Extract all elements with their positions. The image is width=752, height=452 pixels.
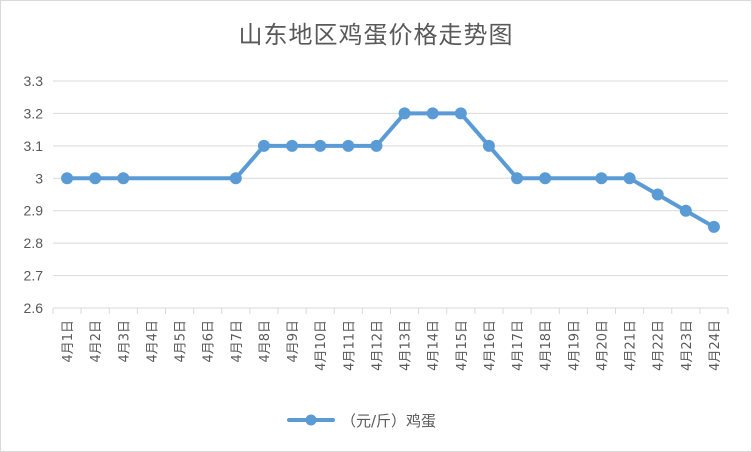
- y-tick-label: 3.2: [24, 105, 44, 121]
- x-tick-label: 4月2日: [89, 320, 104, 363]
- data-point: [286, 139, 299, 152]
- x-tick-label: 4月3日: [117, 320, 132, 363]
- data-point: [454, 107, 467, 120]
- x-tick-label: 4月21日: [624, 320, 639, 371]
- x-tick-label: 4月13日: [399, 320, 414, 371]
- x-tick-label: 4月10日: [314, 320, 329, 371]
- data-point: [257, 139, 270, 152]
- y-tick-label: 3: [35, 170, 43, 186]
- data-point: [426, 107, 439, 120]
- x-tick-label: 4月7日: [230, 320, 245, 363]
- y-tick-label: 2.9: [24, 203, 44, 219]
- data-point: [707, 220, 720, 233]
- x-tick-label: 4月5日: [174, 320, 189, 363]
- data-point: [482, 139, 495, 152]
- series-line-segment: [458, 111, 491, 148]
- x-tick-label: 4月12日: [370, 320, 385, 371]
- y-tick-label: 2.6: [24, 300, 44, 316]
- x-tick-label: 4月22日: [652, 320, 667, 371]
- data-point: [61, 172, 74, 185]
- y-tick-label: 2.8: [24, 235, 44, 251]
- data-point: [370, 139, 383, 152]
- data-point: [595, 172, 608, 185]
- series-line-segment: [233, 143, 266, 181]
- x-tick-label: 4月6日: [202, 320, 217, 363]
- data-point: [623, 172, 636, 185]
- x-tick-label: 4月9日: [286, 320, 301, 363]
- data-point: [342, 139, 355, 152]
- x-tick-label: 4月17日: [511, 320, 526, 371]
- chart-title: 山东地区鸡蛋价格走势图: [238, 21, 514, 49]
- x-tick-label: 4月24日: [708, 320, 723, 371]
- data-point: [651, 188, 664, 201]
- series-line-segment: [374, 111, 407, 148]
- x-tick-label: 4月20日: [595, 320, 610, 371]
- y-tick-label: 3.1: [24, 138, 44, 154]
- data-point: [398, 107, 411, 120]
- x-tick-label: 4月1日: [61, 320, 76, 363]
- x-tick-label: 4月11日: [342, 320, 357, 371]
- x-tick-label: 4月18日: [539, 320, 554, 371]
- legend-marker: [305, 414, 317, 426]
- data-point: [539, 172, 552, 185]
- x-tick-label: 4月8日: [258, 320, 273, 363]
- series-line-segment: [486, 143, 520, 181]
- data-point: [89, 172, 102, 185]
- x-tick-label: 4月16日: [483, 320, 498, 371]
- y-tick-label: 3.3: [24, 73, 44, 89]
- x-tick-label: 4月14日: [427, 320, 442, 371]
- x-tick-label: 4月4日: [145, 320, 160, 363]
- y-tick-label: 2.7: [24, 268, 44, 284]
- data-point: [679, 204, 692, 217]
- data-point: [314, 139, 327, 152]
- data-point: [511, 172, 524, 185]
- legend-label: （元/斤）鸡蛋: [341, 412, 436, 430]
- data-point: [117, 172, 130, 185]
- x-tick-label: 4月19日: [567, 320, 582, 371]
- x-tick-label: 4月15日: [455, 320, 470, 371]
- data-point: [229, 172, 242, 185]
- x-tick-label: 4月23日: [680, 320, 695, 371]
